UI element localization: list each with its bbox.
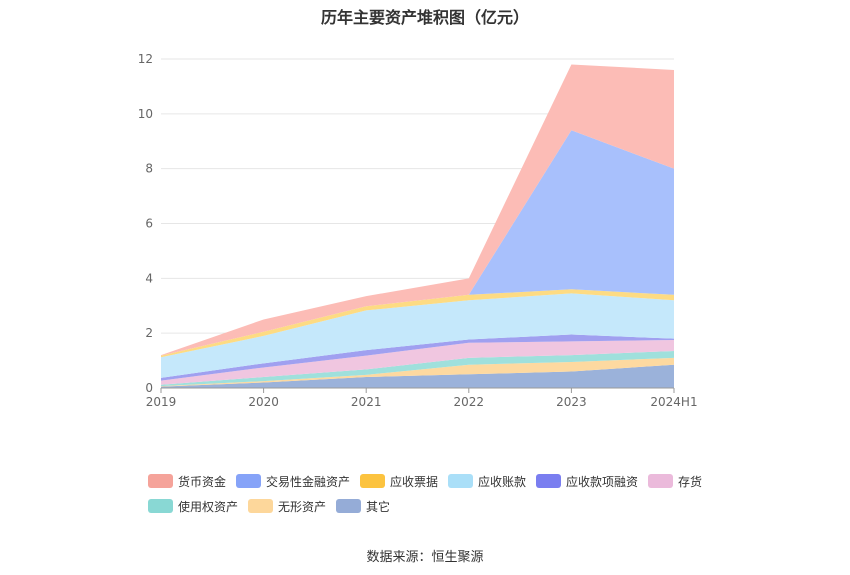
chart-title: 历年主要资产堆积图（亿元） [320, 8, 529, 27]
x-tick-label: 2020 [248, 395, 279, 409]
data-source: 数据来源：恒生聚源 [366, 550, 484, 565]
legend-swatch [336, 499, 361, 513]
legend-swatch [648, 474, 673, 488]
legend-item-inventory[interactable]: 存货 [648, 472, 702, 490]
legend-swatch [536, 474, 561, 488]
legend-label: 应收款项融资 [566, 474, 639, 489]
legend-item-right-of-use[interactable]: 使用权资产 [148, 497, 238, 515]
y-tick-label: 10 [138, 107, 153, 121]
legend-swatch [148, 499, 173, 513]
legend-label: 使用权资产 [178, 499, 239, 514]
x-tick-label: 2021 [351, 395, 382, 409]
legend-swatch [248, 499, 273, 513]
legend-label: 应收票据 [390, 474, 439, 489]
area-series-使用权资产 [161, 350, 674, 387]
y-tick-label: 0 [145, 381, 153, 395]
x-tick-label: 2024H1 [650, 395, 697, 409]
legend-item-cash[interactable]: 货币资金 [148, 472, 226, 490]
area-series-存货 [161, 340, 674, 385]
legend-label: 无形资产 [278, 499, 327, 514]
legend-swatch [236, 474, 261, 488]
y-tick-label: 6 [145, 217, 153, 231]
area-series-应收票据 [161, 289, 674, 358]
legend-label: 应收账款 [478, 474, 527, 489]
legend-item-trading-assets[interactable]: 交易性金融资产 [236, 472, 350, 490]
y-tick-label: 4 [145, 271, 153, 285]
legend-label: 存货 [678, 474, 703, 489]
legend-item-notes-receivable[interactable]: 应收票据 [360, 472, 438, 490]
area-series-应收账款 [161, 293, 674, 378]
y-tick-label: 2 [145, 326, 153, 340]
legend-item-other[interactable]: 其它 [336, 497, 390, 515]
y-tick-label: 12 [138, 52, 153, 66]
legend-label: 货币资金 [178, 474, 227, 489]
x-tick-label: 2022 [454, 395, 485, 409]
legend-label: 交易性金融资产 [266, 474, 351, 489]
area-series-其它 [161, 364, 674, 388]
x-tick-label: 2023 [556, 395, 587, 409]
area-series-货币资金 [161, 64, 674, 356]
legend-item-accounts-receivable[interactable]: 应收账款 [448, 472, 526, 490]
legend-swatch [148, 474, 173, 488]
area-series-无形资产 [161, 357, 674, 387]
legend-item-receivables-financing[interactable]: 应收款项融资 [536, 472, 638, 490]
legend-swatch [448, 474, 473, 488]
area-series-交易性金融资产 [161, 130, 674, 356]
y-tick-label: 8 [145, 162, 153, 176]
stacked-area-chart: 0 2 4 6 8 10 12 2019 2020 2021 2022 2023 2024H1 [138, 52, 698, 409]
legend-item-intangible[interactable]: 无形资产 [248, 497, 326, 515]
area-series-应收款项融资 [161, 334, 674, 381]
x-tick-label: 2019 [146, 395, 177, 409]
legend-label: 其它 [366, 499, 391, 514]
legend-swatch [360, 474, 385, 488]
